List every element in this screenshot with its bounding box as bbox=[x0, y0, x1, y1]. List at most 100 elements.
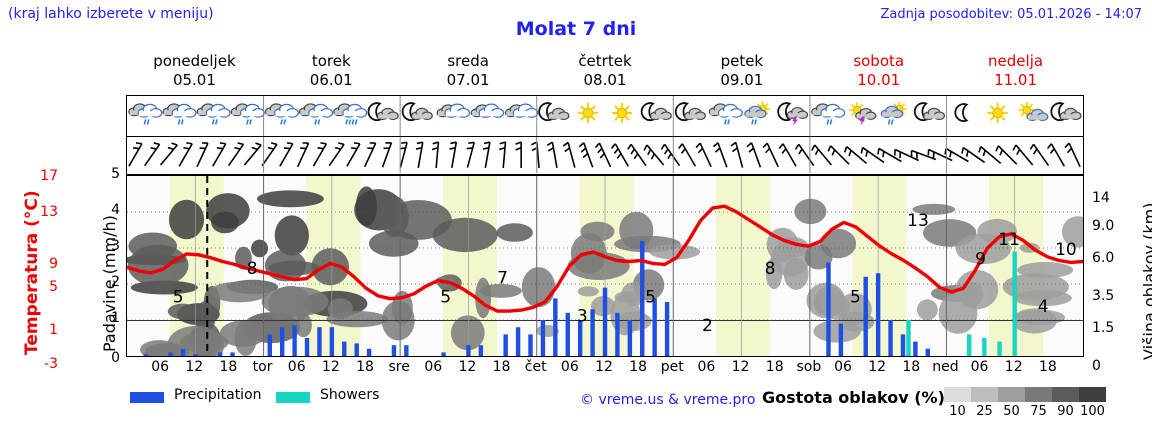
showers-legend-label: Showers bbox=[320, 387, 380, 403]
wind-barb bbox=[178, 142, 193, 167]
wind-barb bbox=[196, 142, 209, 168]
time-tick: 06 bbox=[970, 359, 989, 375]
daylight-band bbox=[715, 176, 771, 356]
cloud-height-tick: 9.0 bbox=[1092, 218, 1115, 234]
time-tick: tor bbox=[252, 359, 273, 375]
wind-barb bbox=[466, 141, 475, 168]
time-tick: sre bbox=[388, 359, 410, 375]
cloud-height-tick: 14 bbox=[1092, 190, 1110, 206]
temperature-tick: 17 bbox=[40, 168, 58, 184]
temperature-tick: -3 bbox=[44, 356, 58, 372]
cloud-density-swatch bbox=[1052, 387, 1079, 402]
heavy-rain-cloud-icon bbox=[333, 103, 368, 125]
cloud-density-swatch bbox=[944, 387, 971, 402]
copyright-link[interactable]: © vreme.us & vreme.pro bbox=[580, 392, 756, 408]
wind-barb bbox=[346, 142, 361, 167]
wind-barb bbox=[995, 145, 1018, 165]
temperature-annotation: 2 bbox=[702, 316, 713, 336]
wind-barb bbox=[212, 142, 227, 167]
cloud-density-tick: 90 bbox=[1057, 404, 1074, 419]
temperature-tick: 1 bbox=[49, 322, 58, 338]
time-tick: sob bbox=[796, 359, 822, 375]
temperature-tick: 5 bbox=[49, 279, 58, 295]
temperature-annotation: 10 bbox=[1055, 240, 1077, 260]
cloud-icon bbox=[470, 103, 505, 118]
location-menu-note[interactable]: (kraj lahko izberete v meniju) bbox=[8, 6, 214, 22]
wind-barb bbox=[695, 142, 712, 168]
day-name: petek bbox=[720, 52, 764, 70]
wind-barb bbox=[944, 147, 969, 163]
moon-cloud-icon bbox=[674, 102, 706, 122]
cloud-icon bbox=[504, 103, 539, 118]
time-tick: 06 bbox=[560, 359, 579, 375]
wind-barb bbox=[1029, 143, 1050, 167]
sun-cloud-rain-icon bbox=[744, 101, 771, 125]
wind-barb bbox=[562, 141, 576, 168]
cloud-height-tick: 1.5 bbox=[1092, 320, 1115, 336]
wind-barb bbox=[531, 141, 540, 169]
wind-barb bbox=[860, 146, 885, 164]
day-header-nedelja: nedelja 11.01 bbox=[947, 52, 1084, 90]
weather-icon-strip bbox=[126, 95, 1084, 137]
rain-cloud-icon bbox=[162, 103, 197, 125]
precipitation-tick: 0 bbox=[111, 350, 120, 366]
day-header-sobota: sobota 10.01 bbox=[810, 52, 947, 90]
precipitation-tick: 4 bbox=[111, 202, 120, 218]
time-tick: ned bbox=[932, 359, 959, 375]
cloud-height-axis-title: Višina oblakov (km) bbox=[1140, 202, 1152, 360]
precipitation-tick: 5 bbox=[111, 166, 120, 182]
day-header-petek: petek 09.01 bbox=[673, 52, 810, 90]
cloud-density-swatch bbox=[998, 387, 1025, 402]
day-date: 11.01 bbox=[994, 71, 1038, 89]
temperature-annotation: 11 bbox=[998, 230, 1020, 250]
wind-barb bbox=[610, 143, 629, 167]
wind-barb bbox=[449, 141, 458, 168]
moon-thunder-icon bbox=[777, 102, 809, 126]
wind-barb bbox=[499, 141, 507, 169]
wind-barb bbox=[363, 142, 377, 168]
cloud-density-tick: 75 bbox=[1030, 404, 1047, 419]
last-updated-label: Zadnja posodobitev: 05.01.2026 - 14:07 bbox=[880, 7, 1142, 22]
sun-thunder-icon bbox=[849, 101, 877, 126]
sun-icon bbox=[577, 102, 599, 124]
wind-barb bbox=[1012, 144, 1034, 166]
rain-cloud-icon bbox=[230, 103, 265, 125]
day-date: 09.01 bbox=[720, 71, 764, 89]
moon-cloud-icon bbox=[401, 102, 433, 122]
time-tick: 12 bbox=[868, 359, 887, 375]
time-tick: 06 bbox=[151, 359, 170, 375]
temperature-curve bbox=[127, 204, 1083, 313]
wind-barb bbox=[227, 142, 245, 167]
wind-barb bbox=[482, 141, 491, 168]
time-tick: 18 bbox=[902, 359, 921, 375]
temperature-annotations: 585735285139114107 bbox=[173, 211, 1077, 336]
rain-cloud-icon bbox=[264, 103, 299, 125]
temperature-annotation: 13 bbox=[907, 211, 929, 231]
wind-barb bbox=[399, 141, 408, 168]
temperature-annotation: 5 bbox=[440, 287, 451, 307]
wind-barb bbox=[712, 142, 728, 168]
wind-barb bbox=[144, 142, 161, 167]
temperature-annotation: 3 bbox=[577, 307, 588, 327]
wind-barb bbox=[261, 142, 278, 167]
cloud-height-tick: 0 bbox=[1092, 358, 1101, 374]
precipitation-tick: 3 bbox=[111, 238, 120, 254]
wind-barb bbox=[515, 141, 522, 168]
temperature-annotation: 8 bbox=[765, 259, 776, 279]
precipitation-tick: 2 bbox=[111, 274, 120, 290]
wind-barb bbox=[827, 145, 850, 165]
day-name: četrtek bbox=[578, 52, 632, 70]
wind-barb bbox=[296, 142, 310, 168]
rain-cloud-icon bbox=[196, 103, 231, 125]
time-tick: 06 bbox=[697, 359, 716, 375]
wind-barb bbox=[431, 141, 440, 169]
precipitation-bars bbox=[143, 240, 931, 356]
cloud-density-tick: 25 bbox=[976, 404, 993, 419]
wind-barb bbox=[877, 147, 902, 163]
wind-barb bbox=[762, 142, 779, 168]
time-tick: 12 bbox=[731, 359, 750, 375]
wind-barb bbox=[978, 146, 1002, 164]
wind-barb bbox=[910, 149, 937, 161]
showers-bars bbox=[906, 251, 1017, 356]
time-tick: 18 bbox=[492, 359, 511, 375]
